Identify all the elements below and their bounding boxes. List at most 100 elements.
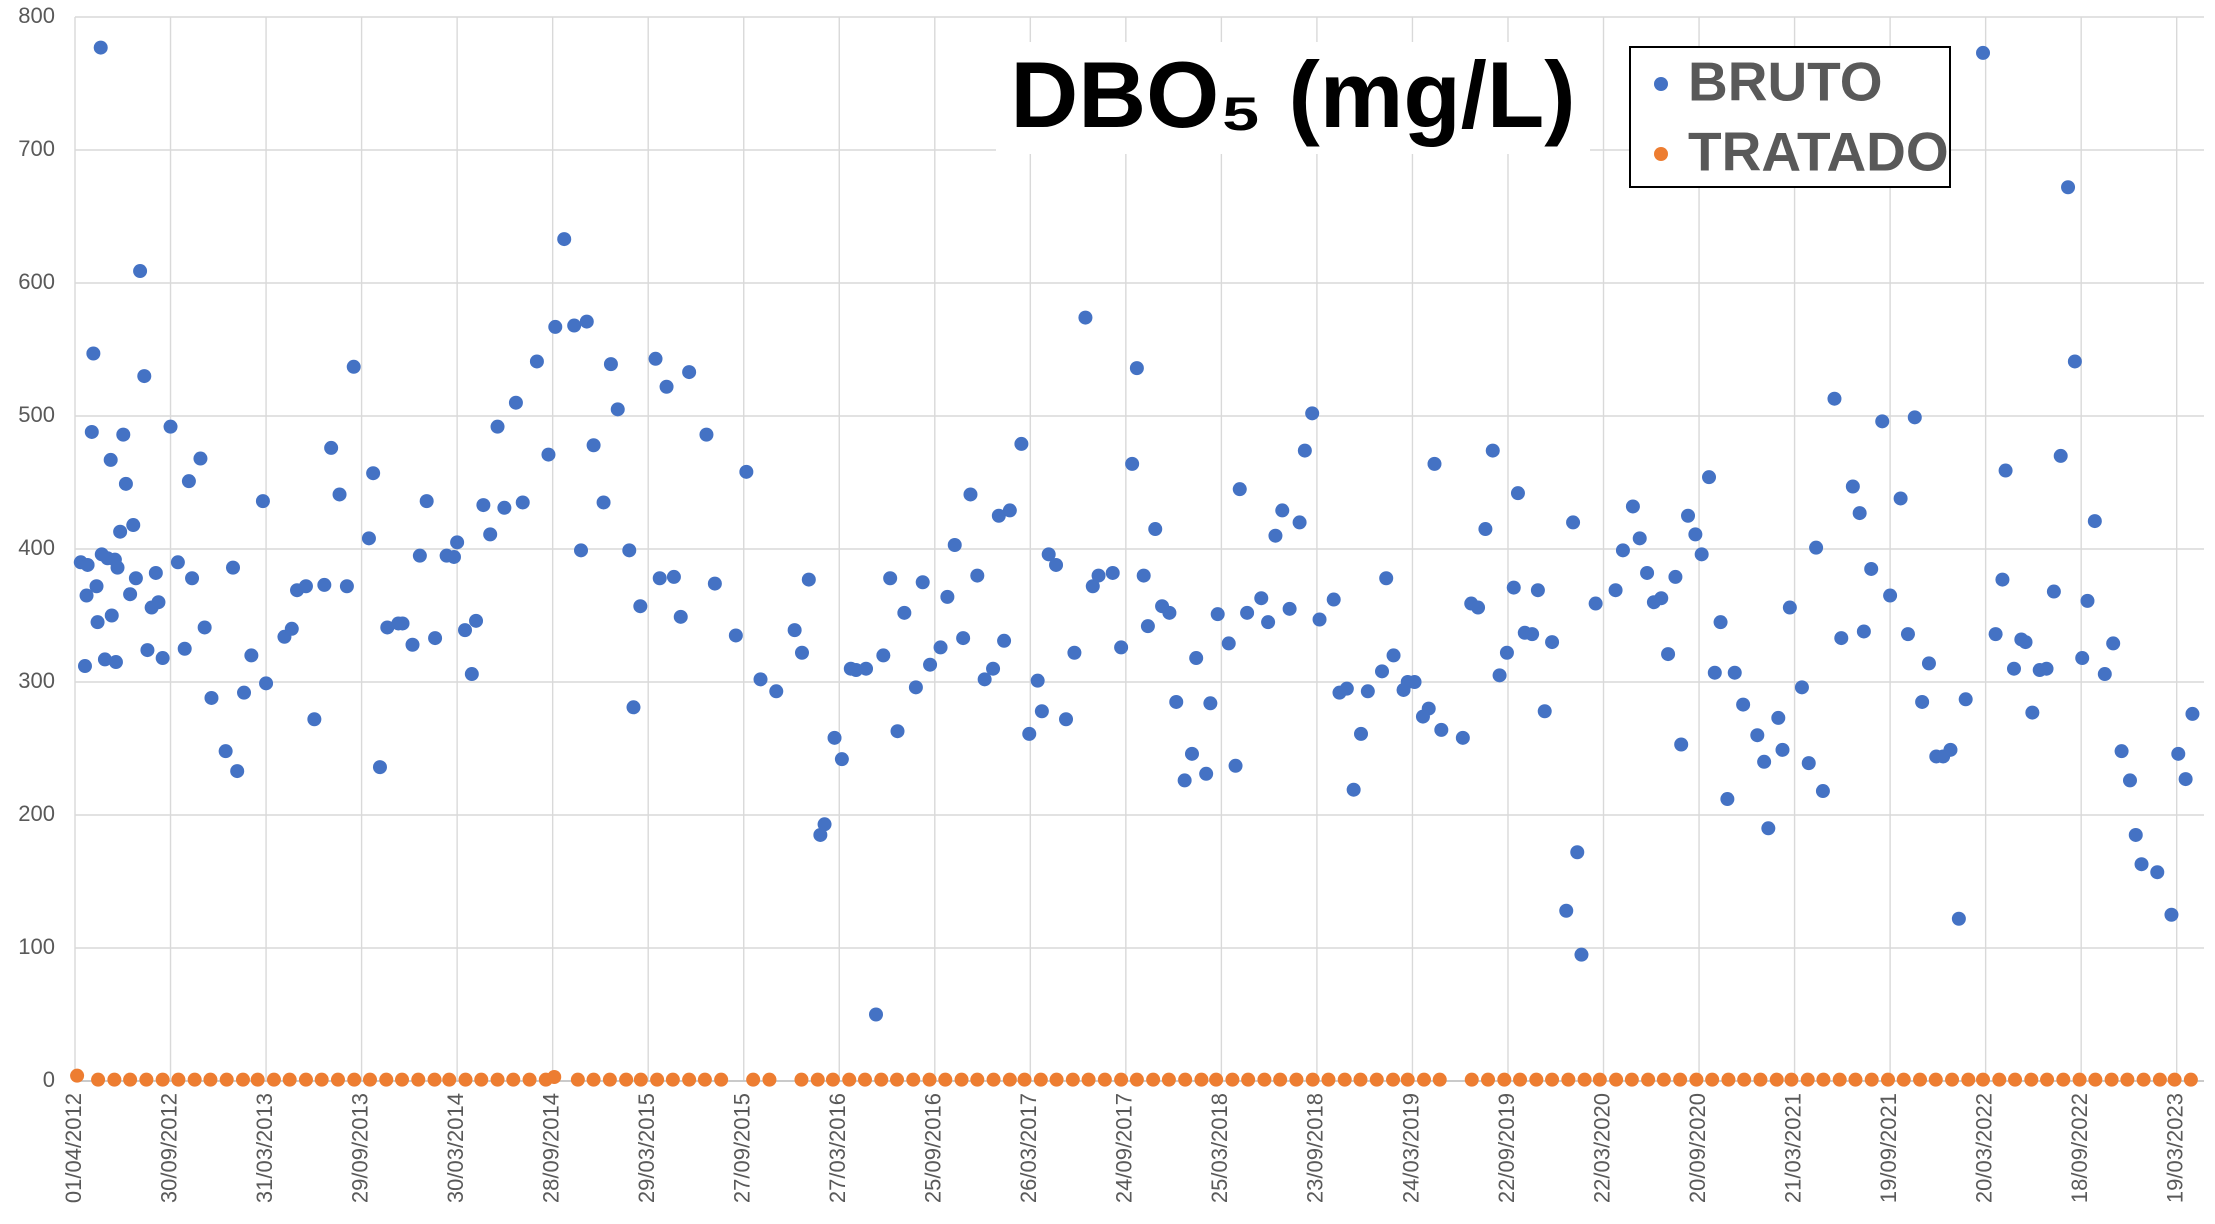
point [1033,1072,1048,1087]
point [970,568,985,583]
point [86,346,101,361]
point [1177,773,1192,788]
point [1305,1072,1320,1087]
point [2122,773,2137,788]
point [428,631,443,646]
point [1228,758,1243,773]
point [412,548,427,563]
point [2039,661,2054,676]
point [139,1072,154,1087]
point [2178,772,2193,787]
x-tick-label: 24/09/2017 [1112,1093,1137,1203]
point [1961,1072,1976,1087]
point [633,1072,648,1087]
x-tick-label: 25/09/2016 [921,1093,946,1203]
point [1161,1072,1176,1087]
point [2134,857,2149,872]
point [963,487,978,502]
point [282,1072,297,1087]
point [923,657,938,672]
point [1125,456,1140,471]
point [1753,1072,1768,1087]
point [659,379,674,394]
point [1641,1072,1656,1087]
x-tick-label: 25/03/2018 [1207,1093,1232,1203]
point [650,1072,665,1087]
point [714,1072,729,1087]
point [2008,1072,2023,1087]
point [2128,827,2143,842]
point [1268,528,1283,543]
point [1312,612,1327,627]
point [1002,1072,1017,1087]
point [2164,907,2179,922]
point [123,587,138,602]
point [2097,667,2112,682]
point [379,1072,394,1087]
point [1275,503,1290,518]
point [70,1068,85,1083]
point [1506,580,1521,595]
point [1169,694,1184,709]
point [185,571,200,586]
point [1241,1072,1256,1087]
point [574,543,589,558]
point [665,1072,680,1087]
point [1694,547,1709,562]
point [1896,1072,1911,1087]
point [810,1072,825,1087]
point [1615,543,1630,558]
point [1632,531,1647,546]
legend-label: TRATADO [1688,121,1949,183]
point [541,447,556,462]
point [970,1072,985,1087]
point [1034,704,1049,719]
point [1464,1072,1479,1087]
point [347,1072,362,1087]
point [1529,1072,1544,1087]
point [450,535,465,550]
point [1081,1072,1096,1087]
point [244,648,259,663]
point [1688,527,1703,542]
point [2075,651,2090,666]
point [673,609,688,624]
point [1289,1072,1304,1087]
point [483,527,498,542]
point [1608,583,1623,598]
point [259,676,274,691]
point [497,500,512,515]
legend-marker [1654,147,1668,161]
point [197,620,212,635]
point [1085,579,1100,594]
point [1497,1072,1512,1087]
point [1656,1072,1671,1087]
point [1907,410,1922,425]
point [827,730,842,745]
point [567,318,582,333]
point [1848,1072,1863,1087]
point [707,576,722,591]
x-tick-label: 30/03/2014 [443,1093,468,1203]
point [883,571,898,586]
point [2040,1072,2055,1087]
point [1640,565,1655,580]
point [104,608,119,623]
point [1257,1072,1272,1087]
legend-label: BRUTO [1688,51,1883,113]
point [1416,1072,1431,1087]
point [1545,1072,1560,1087]
point [697,1072,712,1087]
point [90,615,105,630]
point [346,359,361,374]
point [476,498,491,513]
point [753,672,768,687]
point [915,575,930,590]
point [548,319,563,334]
point [682,365,697,380]
point [1326,592,1341,607]
point [79,588,94,603]
y-tick-label: 400 [18,535,55,560]
point [1178,1072,1193,1087]
point [1750,728,1765,743]
